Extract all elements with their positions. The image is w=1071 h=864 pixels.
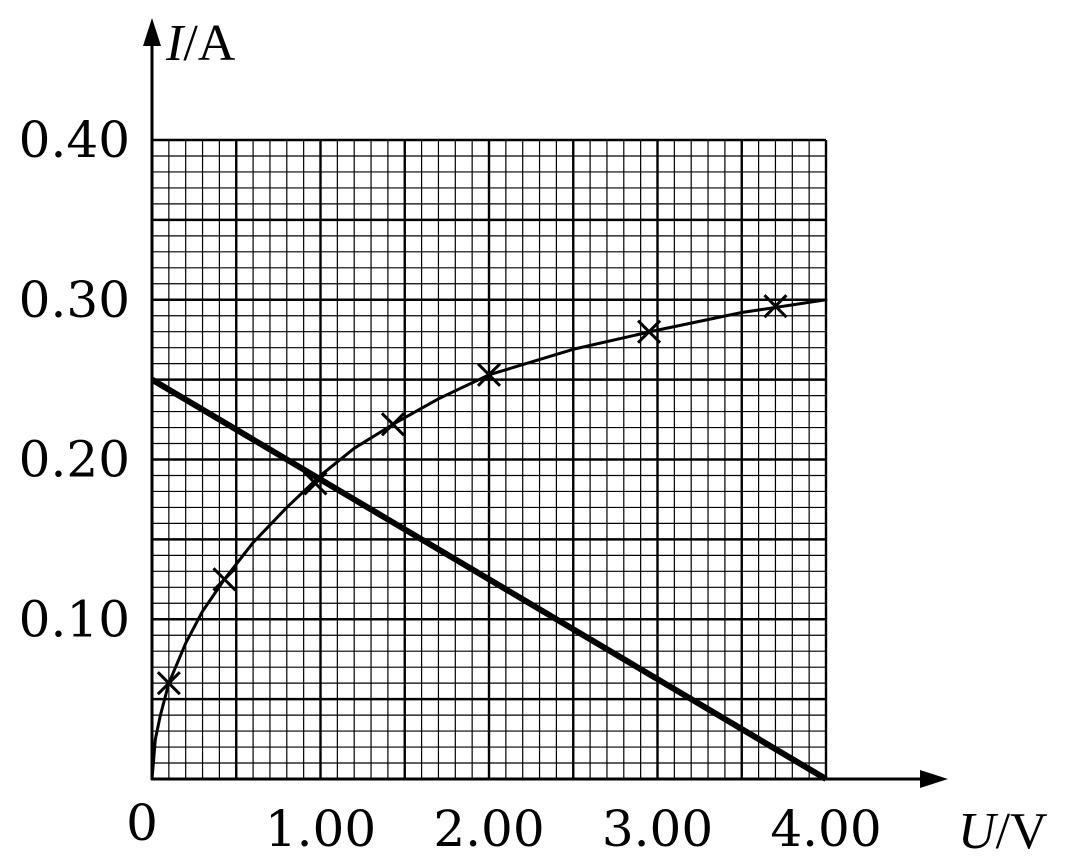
marker-stroke-b: [637, 319, 662, 344]
y-tick-label: 0.10: [19, 590, 130, 648]
x-tick-label: 2.00: [433, 800, 544, 858]
axes: [143, 18, 948, 788]
y-axis-label: I/A: [165, 15, 236, 72]
origin-label: 0: [126, 794, 158, 852]
marker-stroke-b: [212, 567, 237, 592]
y-axis-arrow: [143, 18, 161, 46]
y-tick-label: 0.20: [19, 431, 130, 489]
y-axis-symbol: I: [165, 15, 186, 72]
marker-stroke-b: [380, 412, 406, 437]
y-tick-label: 0.30: [19, 271, 130, 329]
x-tick-label: 4.00: [770, 800, 881, 858]
data-point-marker: [156, 671, 181, 696]
data-point-marker: [212, 567, 237, 592]
data-point-marker: [476, 362, 502, 387]
y-axis-unit: /A: [183, 15, 235, 72]
x-axis-label: U/V: [958, 803, 1048, 860]
data-point-marker: [380, 412, 406, 437]
x-axis-arrow: [920, 770, 948, 788]
grid-major: [152, 138, 828, 779]
x-tick-label: 3.00: [602, 800, 713, 858]
iv-curve: [150, 298, 828, 781]
data-point-marker: [763, 294, 788, 319]
x-axis-unit: /V: [996, 803, 1048, 860]
x-tick-label: 1.00: [265, 800, 376, 858]
marker-stroke-b: [476, 362, 502, 387]
series-layer: [150, 294, 828, 782]
data-point-marker: [637, 319, 662, 344]
data-point-marker: [303, 471, 328, 496]
x-axis-symbol: U: [958, 803, 999, 860]
source-line: [150, 377, 828, 782]
marker-stroke-b: [303, 471, 328, 496]
y-tick-label: 0.40: [19, 111, 130, 169]
marker-stroke-b: [156, 671, 181, 696]
labels: I/A U/V 0 1.00 2.00 3.00 4.00 0.10 0.20 0.30 0.…: [19, 15, 1048, 860]
marker-stroke-b: [763, 294, 788, 319]
